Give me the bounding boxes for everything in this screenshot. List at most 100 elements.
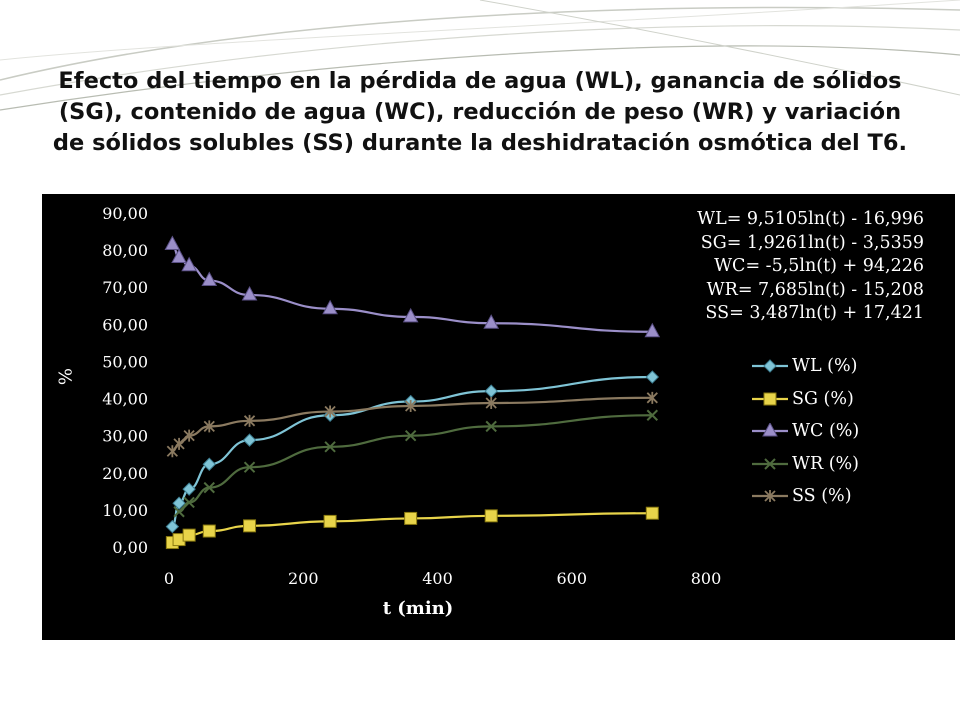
data-point xyxy=(183,429,195,442)
series-line-ss xyxy=(172,396,653,453)
data-point xyxy=(164,235,181,251)
data-point xyxy=(763,359,777,373)
data-point xyxy=(242,433,257,447)
y-tick-label: 20,00 xyxy=(102,464,148,483)
x-tick-label: 400 xyxy=(422,569,453,588)
decorative-swoosh-3 xyxy=(0,45,960,111)
data-point xyxy=(182,482,196,496)
data-point xyxy=(764,490,776,502)
x-tick-label: 600 xyxy=(556,569,587,588)
data-point xyxy=(202,457,216,471)
data-point xyxy=(182,528,196,542)
data-point xyxy=(241,285,258,301)
y-tick-label: 10,00 xyxy=(102,501,148,520)
legend-item-sg: SG (%) xyxy=(752,385,912,418)
y-tick-label: 30,00 xyxy=(102,427,148,446)
equation-sg: SG= 1,9261ln(t) - 3,5359 xyxy=(700,232,924,253)
data-point xyxy=(764,457,776,470)
data-point xyxy=(243,461,256,473)
data-point xyxy=(324,441,336,453)
legend-swatch-wr xyxy=(752,457,788,470)
data-point xyxy=(324,405,336,418)
legend-label-wc: WC (%) xyxy=(792,421,860,441)
data-point xyxy=(646,409,659,421)
data-point xyxy=(323,514,337,528)
data-point xyxy=(484,509,498,523)
equations-block: WL= 9,5105ln(t) - 16,996 SG= 1,9261ln(t)… xyxy=(697,208,924,326)
data-point xyxy=(763,392,777,405)
data-point xyxy=(762,423,778,437)
legend-label-wl: WL (%) xyxy=(792,356,858,376)
legend-label-ss: SS (%) xyxy=(792,486,852,506)
series-wc xyxy=(164,235,661,338)
x-tick-label: 200 xyxy=(288,569,319,588)
data-point xyxy=(405,399,417,412)
y-axis-title: % xyxy=(55,367,77,386)
series-wr xyxy=(173,409,659,518)
data-point xyxy=(404,511,418,525)
data-point xyxy=(172,496,186,510)
y-tick-label: 70,00 xyxy=(102,278,148,297)
legend-item-wr: WR (%) xyxy=(752,450,912,483)
decorative-swoosh-4 xyxy=(0,0,960,61)
data-point xyxy=(183,496,195,509)
data-point xyxy=(645,370,660,384)
series-sg xyxy=(165,506,659,550)
legend-swatch-wl xyxy=(752,359,788,373)
x-axis-title: t (min) xyxy=(382,598,454,619)
decorative-swoosh-5 xyxy=(479,0,960,96)
data-point xyxy=(181,256,197,272)
series-line-wr xyxy=(178,414,653,513)
decorative-swoosh-1 xyxy=(0,6,960,81)
legend-swatch-ss xyxy=(752,490,788,502)
legend-swatch-wc xyxy=(752,423,788,437)
axes-group: 0,00 10,00 20,00 30,00 40,00 50,00 60,00 70,00 8… xyxy=(102,204,721,588)
data-point xyxy=(203,420,215,433)
y-tick-label: 80,00 xyxy=(102,241,148,260)
legend: WL (%) SG (%) WC (%) WR (%) SS (%) xyxy=(752,352,912,515)
legend-swatch-sg xyxy=(752,392,788,405)
data-point xyxy=(404,429,417,442)
data-point xyxy=(646,391,658,404)
data-point xyxy=(243,519,257,533)
data-point xyxy=(484,384,498,398)
data-point xyxy=(202,524,216,538)
series-ss xyxy=(166,391,658,458)
y-tick-label: 40,00 xyxy=(102,390,148,409)
data-point xyxy=(201,271,218,287)
equation-ss: SS= 3,487ln(t) + 17,421 xyxy=(705,303,924,323)
equation-wl: WL= 9,5105ln(t) - 16,996 xyxy=(697,209,924,229)
legend-item-ss: SS (%) xyxy=(752,482,912,515)
data-point xyxy=(171,248,187,264)
y-tick-label: 60,00 xyxy=(102,315,148,334)
data-point xyxy=(165,519,180,534)
data-point xyxy=(203,481,215,494)
legend-label-wr: WR (%) xyxy=(792,453,860,474)
data-point xyxy=(485,397,497,410)
legend-item-wc: WC (%) xyxy=(752,417,912,450)
series-wl xyxy=(165,370,660,534)
data-point xyxy=(402,307,419,323)
slide-title: Efecto del tiempo en la pérdida de agua … xyxy=(52,68,908,156)
data-point xyxy=(485,420,497,433)
y-tick-label: 90,00 xyxy=(102,204,148,223)
data-point xyxy=(483,314,500,329)
x-tick-label: 0 xyxy=(164,569,174,588)
legend-item-wl: WL (%) xyxy=(752,352,912,385)
equation-wr: WR= 7,685ln(t) - 15,208 xyxy=(706,279,924,300)
y-tick-label: 0,00 xyxy=(112,538,148,557)
data-point xyxy=(645,506,659,520)
data-point xyxy=(322,299,338,315)
data-point xyxy=(644,322,661,338)
equation-wc: WC= -5,5ln(t) + 94,226 xyxy=(714,256,924,276)
decorative-swoosh-2 xyxy=(0,25,960,96)
legend-label-sg: SG (%) xyxy=(792,388,854,409)
data-point xyxy=(173,437,185,450)
data-point xyxy=(243,414,256,427)
y-tick-label: 50,00 xyxy=(102,352,148,371)
data-point xyxy=(173,506,185,518)
series-group xyxy=(164,235,661,550)
x-tick-label: 800 xyxy=(691,569,722,588)
